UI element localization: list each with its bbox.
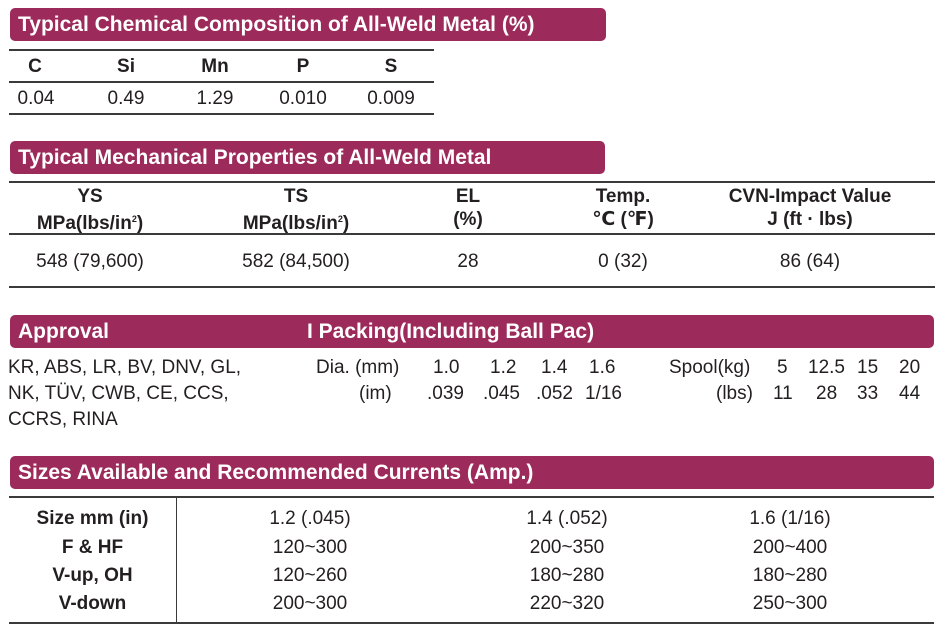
ts-unit: MPa(lbs/in2)	[242, 213, 350, 234]
spool-lbs-4: 44	[899, 383, 921, 404]
mech-value-temp: 0 (32)	[598, 251, 648, 272]
ys-unit: MPa(lbs/in2)	[36, 213, 144, 234]
chem-header-si: Si	[117, 56, 135, 77]
temp-label: Temp.	[595, 186, 651, 207]
spool-kg-3: 15	[857, 357, 879, 378]
chemical-mid-rule	[9, 81, 434, 83]
size-col2-vup-oh: 180~280	[529, 565, 605, 586]
size-col1-vup-oh: 120~260	[272, 565, 348, 586]
mech-value-el: 28	[457, 251, 479, 272]
mech-header-el: EL (%)	[418, 185, 518, 231]
mech-header-ys: YS MPa(lbs/in2)	[10, 185, 170, 235]
size-col3-f-hf: 200~400	[752, 537, 828, 558]
size-col2-size: 1.4 (.052)	[526, 508, 608, 529]
mech-header-temp: Temp. ℃ (℉)	[568, 185, 678, 231]
size-row-label-f-hf: F & HF	[61, 537, 124, 558]
approval-title: Approval	[18, 319, 110, 343]
chemical-composition-title: Typical Chemical Composition of All-Weld…	[10, 8, 606, 41]
approval-packing-bar: Approval I Packing(Including Ball Pac)	[10, 315, 934, 348]
approval-line-1: KR, ABS, LR, BV, DNV, GL,	[8, 357, 242, 378]
size-col1-f-hf: 120~300	[272, 537, 348, 558]
spool-lbs-1: 11	[773, 383, 793, 404]
chem-value-p: 0.010	[279, 88, 327, 109]
dia-mm-label: Dia. (mm)	[316, 357, 400, 378]
approval-line-2: NK, TÜV, CWB, CE, CCS,	[8, 383, 229, 404]
temp-unit: ℃ (℉)	[592, 209, 654, 230]
size-row-label-size: Size mm (in)	[36, 508, 149, 529]
size-col2-vdown: 220~320	[529, 593, 605, 614]
dia-mm-2: 1.2	[490, 357, 517, 378]
chem-header-s: S	[384, 56, 398, 77]
size-col3-vdown: 250~300	[752, 593, 828, 614]
size-row-label-vdown: V-down	[58, 593, 127, 614]
chem-value-mn: 1.29	[196, 88, 234, 109]
dia-in-label: (im)	[359, 383, 392, 404]
mech-header-cvn: CVN-Impact Value J (ft · lbs)	[700, 185, 920, 231]
spool-lbs-2: 28	[816, 383, 838, 404]
ts-label: TS	[283, 186, 309, 207]
el-label: EL	[455, 186, 481, 207]
dia-mm-1: 1.0	[433, 357, 460, 378]
chem-value-c: 0.04	[17, 88, 55, 109]
dia-in-2: .045	[483, 383, 520, 404]
sizes-top-rule	[9, 496, 934, 498]
mechanical-bottom-rule	[9, 286, 935, 288]
spool-kg-4: 20	[899, 357, 921, 378]
chem-header-p: P	[296, 56, 310, 77]
spool-kg-2: 12.5	[808, 357, 845, 378]
dia-in-1: .039	[427, 383, 464, 404]
spool-kg-label: Spool(kg)	[669, 357, 751, 378]
size-row-label-vup-oh: V-up, OH	[52, 565, 133, 586]
chem-header-mn: Mn	[201, 56, 229, 77]
chem-value-s: 0.009	[367, 88, 415, 109]
dia-mm-3: 1.4	[541, 357, 568, 378]
packing-title: I Packing(Including Ball Pac)	[307, 319, 595, 343]
sizes-column-divider	[176, 497, 177, 623]
cvn-label: CVN-Impact Value	[728, 186, 892, 207]
dia-in-4: 1/16	[585, 383, 622, 404]
chemical-bottom-rule	[9, 113, 434, 115]
mech-value-cvn: 86 (64)	[779, 251, 841, 272]
cvn-unit: J (ft · lbs)	[767, 209, 853, 230]
mechanical-mid-rule	[9, 233, 935, 235]
sizes-bottom-rule	[9, 622, 934, 624]
sizes-currents-title: Sizes Available and Recommended Currents…	[10, 456, 934, 489]
mech-value-ys: 548 (79,600)	[36, 251, 144, 272]
size-col3-size: 1.6 (1/16)	[749, 508, 831, 529]
mech-header-ts: TS MPa(lbs/in2)	[216, 185, 376, 235]
ys-label: YS	[77, 186, 103, 207]
dia-mm-4: 1.6	[589, 357, 616, 378]
chemical-top-rule	[9, 49, 434, 51]
spool-lbs-label: (lbs)	[716, 383, 753, 404]
chem-value-si: 0.49	[107, 88, 145, 109]
mechanical-top-rule	[9, 181, 935, 183]
spool-kg-1: 5	[777, 357, 788, 378]
mechanical-properties-title: Typical Mechanical Properties of All-Wel…	[10, 141, 605, 174]
size-col3-vup-oh: 180~280	[752, 565, 828, 586]
mech-value-ts: 582 (84,500)	[242, 251, 350, 272]
el-unit: (%)	[453, 209, 483, 230]
spool-lbs-3: 33	[857, 383, 879, 404]
chem-header-c: C	[28, 56, 42, 77]
dia-in-3: .052	[536, 383, 573, 404]
approval-line-3: CCRS, RINA	[8, 409, 118, 430]
size-col2-f-hf: 200~350	[529, 537, 605, 558]
size-col1-vdown: 200~300	[272, 593, 348, 614]
size-col1-size: 1.2 (.045)	[269, 508, 351, 529]
